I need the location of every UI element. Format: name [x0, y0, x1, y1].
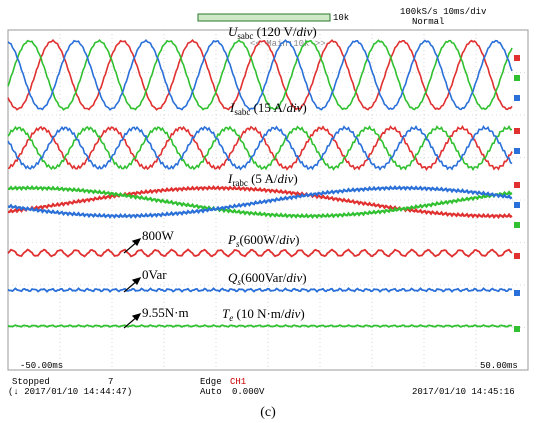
waveforms [8, 40, 520, 332]
channel-marker [514, 326, 520, 332]
time-right: 50.00ms [480, 361, 518, 371]
close: ) [300, 306, 304, 321]
signal-label: Irabc (5 A/div) [227, 171, 298, 188]
unit: div [277, 171, 293, 186]
channel-marker [514, 253, 520, 259]
scale: (600W/ [239, 232, 279, 247]
unit: div [297, 24, 313, 39]
trigger-bar-label: 10k [333, 13, 349, 23]
close: ) [302, 100, 306, 115]
channel-marker [514, 182, 520, 188]
channel-marker [514, 55, 520, 61]
signal-label: Usabc (120 V/div) [228, 24, 317, 41]
waveform [8, 250, 512, 257]
scale: (120 V/ [253, 24, 296, 39]
trigger-mode: Auto [200, 387, 222, 397]
signal-label: Ps(600W/div) [227, 232, 299, 249]
annotation: 0Var [142, 267, 167, 282]
unit: div [286, 270, 302, 285]
time-left: -50.00ms [20, 361, 63, 371]
channel-marker [514, 148, 520, 154]
trigger-channel: CH1 [230, 377, 246, 387]
acq-mode: Normal [412, 17, 444, 27]
signal-label: Qs(600Var/div) [228, 270, 307, 287]
count: 7 [108, 377, 113, 387]
symbol: P [227, 232, 236, 247]
subscript: rabc [232, 178, 248, 188]
scope-screenshot: 10k 100kS/s 10ms/div Normal << Main:10k … [0, 0, 536, 423]
waveform [8, 288, 512, 291]
annotation: 9.55N·m [142, 305, 189, 320]
scale: (5 A/ [248, 171, 278, 186]
subscript: sabc [237, 31, 253, 41]
scale: (15 A/ [250, 100, 287, 115]
close: ) [302, 270, 306, 285]
channel-marker [514, 128, 520, 134]
unit: div [279, 232, 295, 247]
trigger-bar [198, 14, 330, 21]
caption: (c) [260, 405, 276, 420]
start-time: (↓ 2017/01/10 14:44:47) [8, 387, 132, 397]
annotation: 800W [142, 228, 175, 243]
scale: (600Var/ [241, 270, 287, 285]
channel-marker [514, 222, 520, 228]
signal-labels: Usabc (120 V/div) Isabc (15 A/div) Irabc (… [222, 24, 317, 323]
close: ) [293, 171, 297, 186]
waveform [8, 325, 512, 327]
signal-label: Isabc (15 A/div) [229, 100, 307, 117]
scale: (10 N·m/ [233, 306, 285, 321]
end-time: 2017/01/10 14:45:16 [412, 387, 515, 397]
subscript: sabc [234, 107, 250, 117]
channel-marker [514, 290, 520, 296]
unit: div [285, 306, 301, 321]
trigger-level: 0.000V [232, 387, 265, 397]
run-state: Stopped [12, 377, 50, 387]
signal-label: Te (10 N·m/div) [222, 306, 305, 323]
close: ) [312, 24, 316, 39]
close: ) [295, 232, 299, 247]
channel-marker [514, 202, 520, 208]
channel-marker [514, 95, 520, 101]
trigger-type: Edge [200, 377, 222, 387]
sample-rate: 100kS/s 10ms/div [400, 7, 487, 17]
unit: div [286, 100, 302, 115]
channel-marker [514, 75, 520, 81]
